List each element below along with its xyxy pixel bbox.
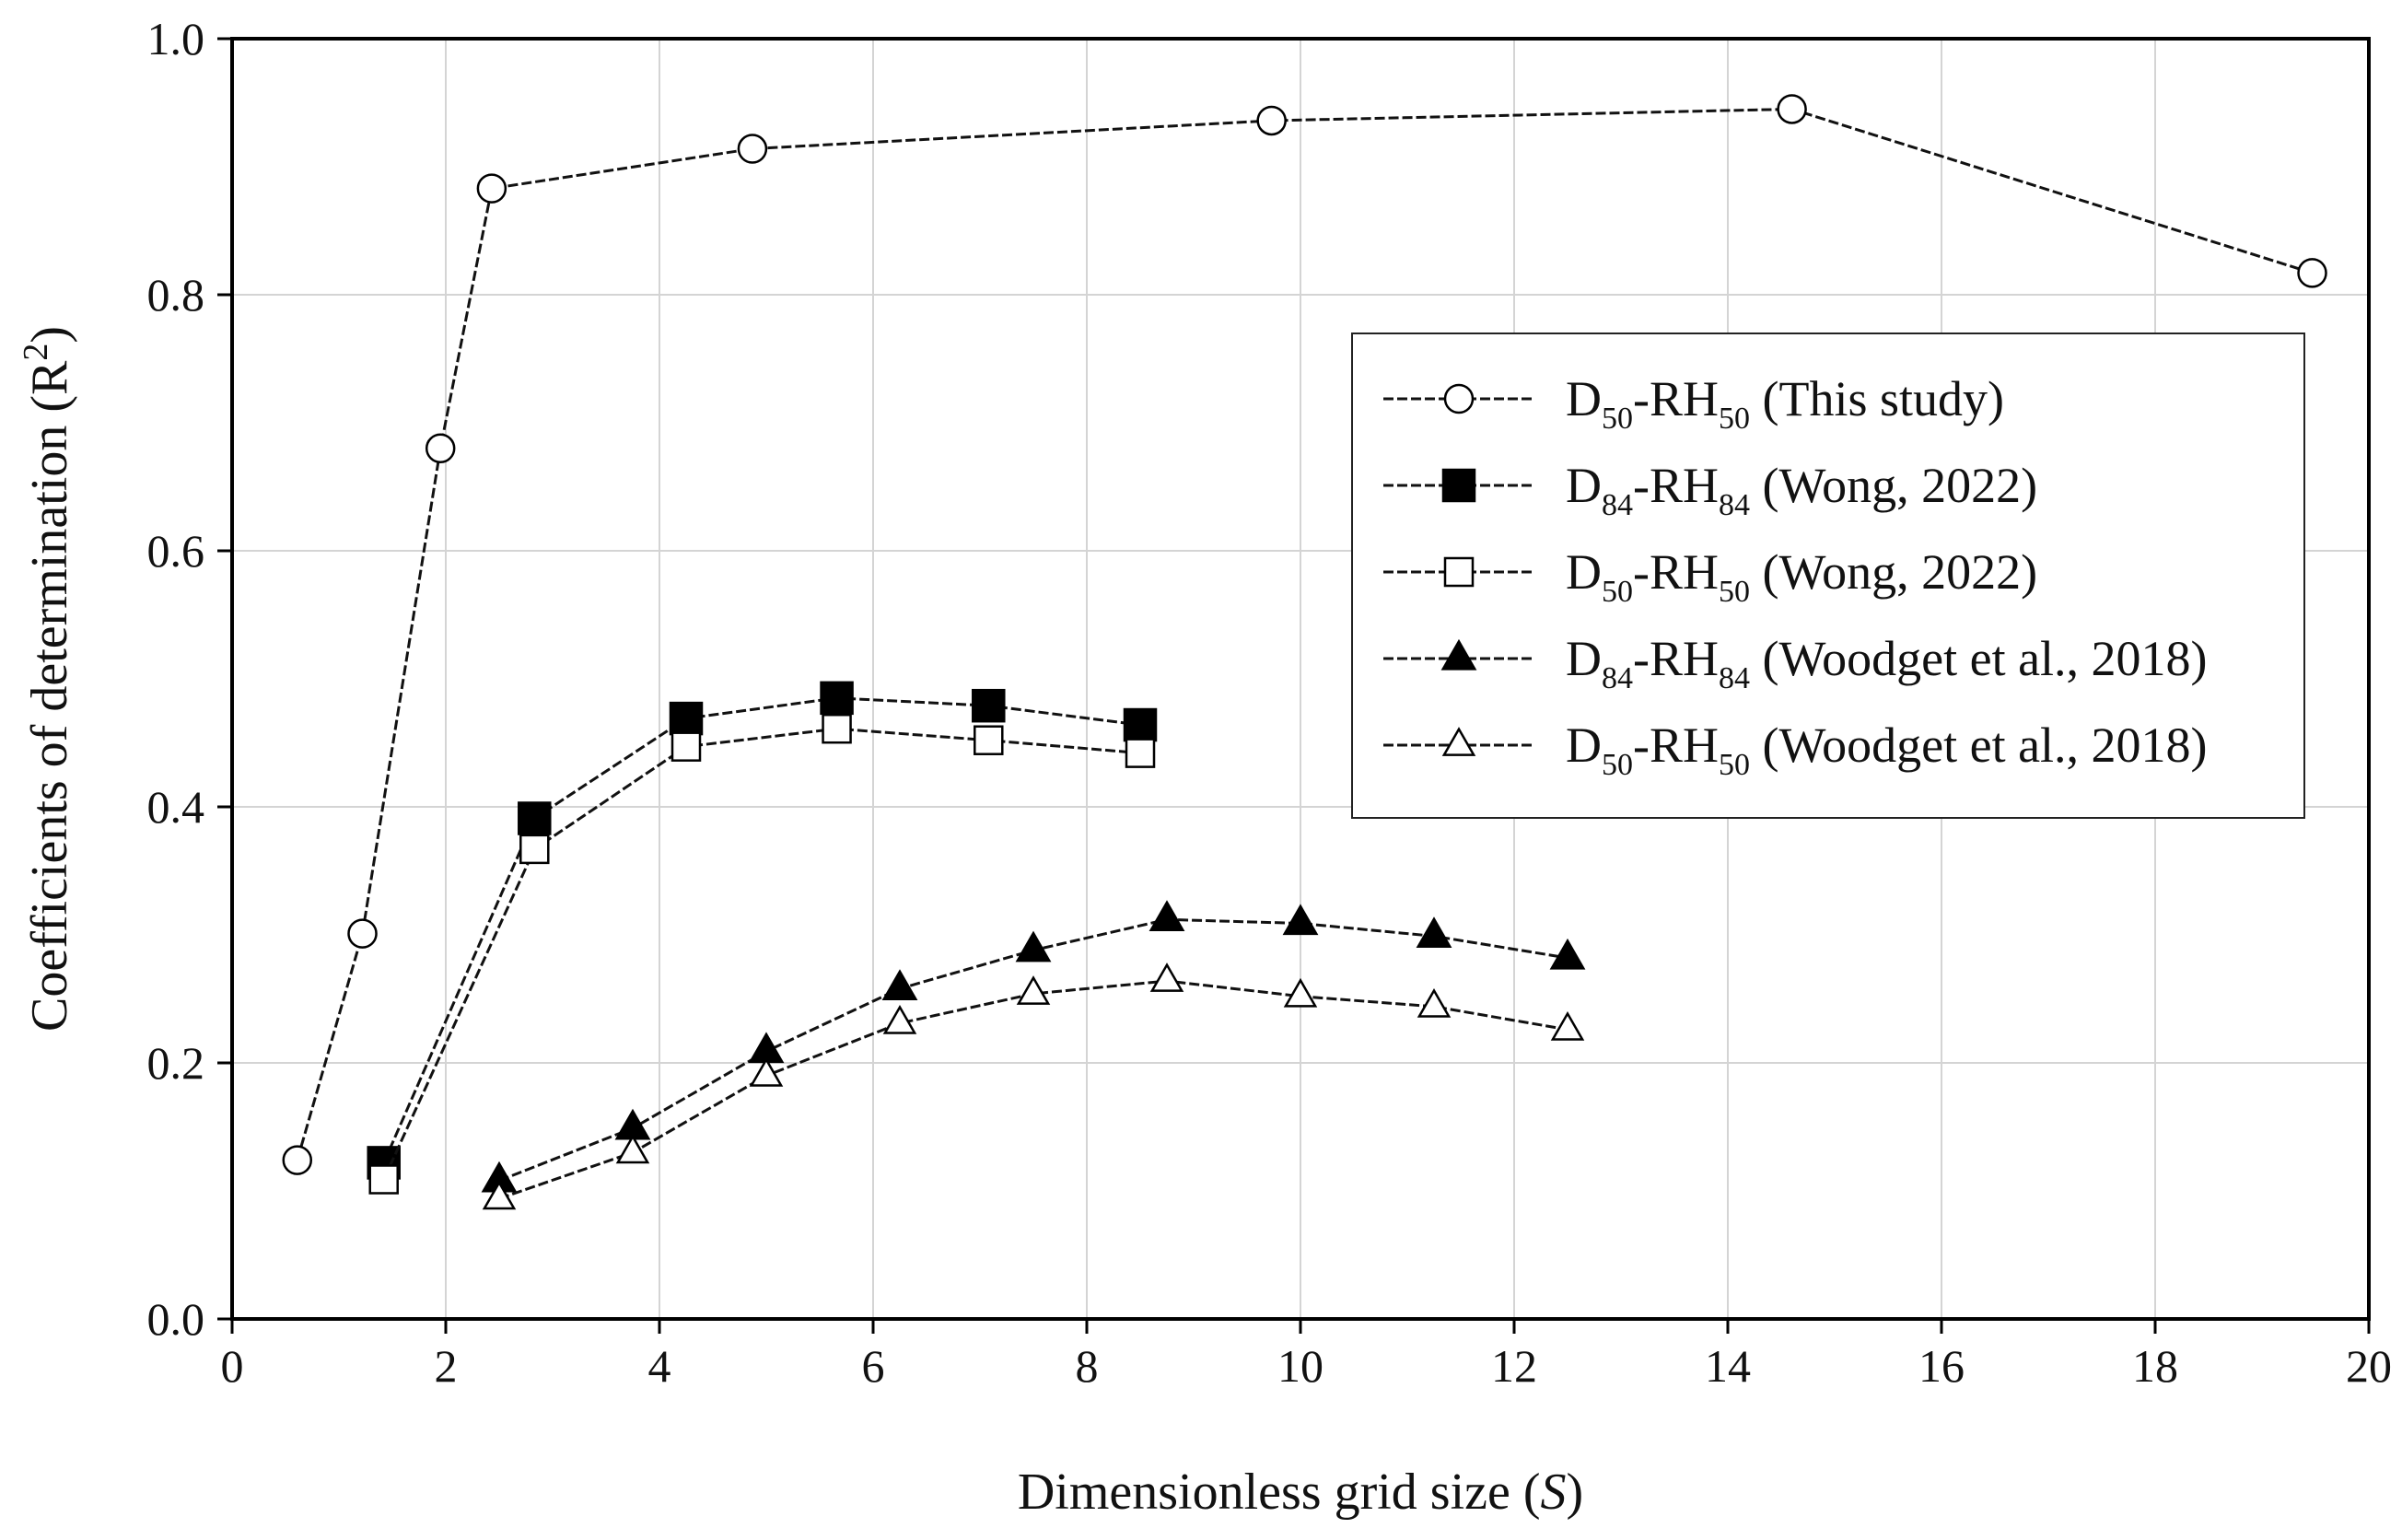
y-tick-label: 0.2 [147, 1037, 205, 1089]
legend-marker [1440, 638, 1477, 671]
legend-items: D50-RH50 (This study) D84-RH84 (Wong, 202… [1383, 371, 2208, 782]
x-tick-label: 18 [2132, 1340, 2178, 1392]
data-point [972, 688, 1006, 723]
series-line [296, 107, 2313, 1161]
data-point [882, 1005, 917, 1034]
legend-label: D50-RH50 (This study) [1566, 371, 2004, 436]
legend-entry: D50-RH50 (Woodget et al., 2018) [1383, 718, 2208, 782]
data-point [1550, 1010, 1585, 1041]
data-point [2297, 258, 2327, 288]
data-point [1016, 975, 1051, 1005]
series-line [382, 727, 1141, 1181]
data-point [1125, 738, 1156, 768]
x-tick-label: 2 [435, 1340, 458, 1392]
data-point [1123, 707, 1158, 742]
x-axis-title: Dimensionless grid size (S) [1018, 1464, 1583, 1521]
x-tick-label: 4 [648, 1340, 671, 1392]
data-point [1416, 916, 1452, 949]
x-tick-label: 8 [1076, 1340, 1099, 1392]
data-point [476, 173, 507, 204]
legend-marker [1441, 468, 1476, 503]
data-point [881, 969, 918, 1001]
data-point [670, 731, 702, 762]
data-point [1549, 938, 1586, 970]
data-point [282, 1145, 313, 1175]
x-tick-label: 10 [1277, 1340, 1323, 1392]
y-tick-label: 1.0 [147, 13, 205, 64]
data-point [737, 134, 768, 164]
data-point [425, 433, 456, 464]
series-4 [481, 900, 1586, 1193]
x-tick-label: 12 [1491, 1340, 1537, 1392]
data-point [1256, 105, 1287, 136]
data-point [1283, 977, 1318, 1008]
x-tick-label: 14 [1705, 1340, 1751, 1392]
y-tick-label: 0.4 [147, 781, 205, 833]
data-point [1149, 900, 1185, 931]
legend-marker [1441, 727, 1476, 756]
data-point [820, 681, 854, 716]
legend-box [1351, 332, 2305, 819]
series-1 [282, 94, 2327, 1175]
y-tick-label: 0.8 [147, 269, 205, 321]
legend-entry: D50-RH50 (This study) [1383, 371, 2004, 436]
data-point [669, 701, 704, 736]
series-2 [367, 681, 1158, 1180]
x-tick-label: 16 [1918, 1340, 1965, 1392]
y-tick-label: 0.0 [147, 1293, 205, 1345]
data-point [347, 918, 378, 949]
data-point [1417, 987, 1452, 1018]
legend-entry: D84-RH84 (Woodget et al., 2018) [1383, 631, 2208, 695]
data-point [1777, 94, 1807, 124]
data-point [1282, 904, 1319, 936]
data-point [1149, 962, 1184, 992]
series-3 [368, 713, 1156, 1195]
series-layer [282, 94, 2327, 1210]
data-point [822, 713, 852, 744]
legend-label: D50-RH50 (Wong, 2022) [1566, 544, 2037, 609]
x-tick-label: 0 [221, 1340, 244, 1392]
tick-layer: 0 2 4 6 8 10 12 14 16 18 20 0.0 0.2 0.4 0.6 0.8 1.0 [147, 13, 2393, 1392]
y-axis-title: Coefficients of determination (R2) [17, 326, 78, 1032]
series-line [382, 696, 1141, 1164]
legend-label: D84-RH84 (Woodget et al., 2018) [1566, 631, 2208, 695]
legend: D50-RH50 (This study) D84-RH84 (Wong, 202… [1351, 332, 2305, 819]
data-point [518, 801, 552, 835]
x-tick-label: 6 [862, 1340, 885, 1392]
data-point [368, 1164, 399, 1195]
legend-label: D84-RH84 (Wong, 2022) [1566, 458, 2037, 522]
legend-marker [1443, 383, 1475, 414]
legend-entry: D50-RH50 (Wong, 2022) [1383, 544, 2037, 609]
data-point [615, 1134, 650, 1164]
data-point [974, 725, 1004, 755]
data-point [749, 1057, 784, 1087]
data-point [1015, 930, 1052, 962]
data-point [482, 1180, 517, 1210]
legend-marker [1443, 556, 1475, 588]
x-tick-label: 20 [2346, 1340, 2392, 1392]
legend-entry: D84-RH84 (Wong, 2022) [1383, 458, 2037, 522]
legend-label: D50-RH50 (Woodget et al., 2018) [1566, 718, 2208, 782]
y-tick-label: 0.6 [147, 525, 205, 577]
data-point [519, 834, 550, 865]
series-5 [482, 962, 1585, 1210]
